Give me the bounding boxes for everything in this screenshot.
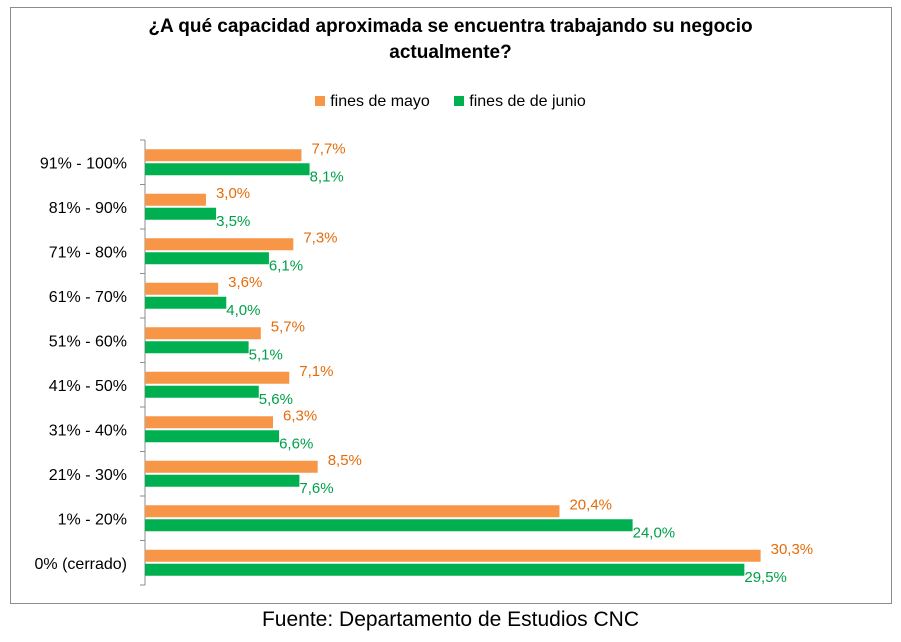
category-label: 81% - 90%: [49, 200, 127, 217]
data-label-mayo: 3,0%: [216, 185, 250, 202]
legend-swatch-mayo: [315, 96, 326, 106]
bar-junio: [145, 430, 280, 443]
category-label: 0% (cerrado): [35, 556, 127, 573]
data-label-junio: 6,6%: [279, 435, 313, 452]
bar-junio: [145, 519, 633, 532]
data-label-junio: 5,1%: [249, 346, 283, 363]
data-label-mayo: 7,7%: [311, 140, 345, 157]
category-label: 61% - 70%: [49, 289, 127, 306]
category-label: 21% - 30%: [49, 467, 127, 484]
bar-mayo: [145, 416, 273, 429]
bar-junio: [145, 252, 269, 265]
chart-title-line-2: actualmente?: [389, 42, 512, 63]
data-label-junio: 7,6%: [299, 480, 333, 497]
legend-item-mayo: fines de mayo: [315, 93, 430, 111]
data-label-junio: 5,6%: [259, 391, 293, 408]
chart-title: ¿A qué capacidad aproximada se encuentra…: [0, 14, 901, 66]
data-label-mayo: 8,5%: [328, 452, 362, 469]
bar-mayo: [145, 460, 318, 473]
bar-junio: [145, 474, 300, 487]
category-label: 1% - 20%: [58, 511, 127, 528]
data-label-junio: 4,0%: [226, 302, 260, 319]
bar-junio: [145, 207, 217, 220]
data-label-junio: 3,5%: [216, 213, 250, 230]
bar-junio: [145, 296, 227, 309]
legend-label-mayo: fines de mayo: [330, 93, 430, 110]
legend-swatch-junio: [454, 96, 465, 106]
bar-junio: [145, 341, 249, 354]
data-label-mayo: 6,3%: [283, 407, 317, 424]
data-label-junio: 6,1%: [269, 257, 303, 274]
data-label-mayo: 20,4%: [569, 496, 612, 513]
bar-mayo: [145, 505, 560, 518]
bar-mayo: [145, 282, 219, 295]
bar-chart-plot: 91% - 100% 7,7% 8,1% 81% - 90% 3,0% 3,5% 71% -…: [35, 139, 814, 586]
category-label: 91% - 100%: [40, 155, 127, 172]
legend-item-junio: fines de de junio: [454, 93, 586, 111]
data-label-mayo: 7,3%: [303, 229, 337, 246]
bar-junio: [145, 385, 259, 398]
source-note: Fuente: Departamento de Estudios CNC: [261, 608, 640, 631]
chart-title-line-1: ¿A qué capacidad aproximada se encuentra…: [148, 16, 753, 37]
legend: fines de mayo fines de de junio: [0, 93, 901, 111]
bar-mayo: [145, 238, 294, 251]
bar-mayo: [145, 371, 290, 384]
bar-junio: [145, 163, 310, 176]
data-label-mayo: 3,6%: [228, 274, 262, 291]
data-label-junio: 24,0%: [633, 524, 676, 541]
category-label: 41% - 50%: [49, 378, 127, 395]
data-label-mayo: 30,3%: [771, 541, 814, 558]
bar-mayo: [145, 549, 761, 562]
bar-junio: [145, 563, 745, 576]
category-label: 31% - 40%: [49, 422, 127, 439]
bar-mayo: [145, 193, 206, 206]
data-label-mayo: 5,7%: [271, 318, 305, 335]
legend-label-junio: fines de de junio: [469, 93, 586, 110]
bar-mayo: [145, 327, 261, 340]
data-label-mayo: 7,1%: [299, 363, 333, 380]
category-label: 51% - 60%: [49, 333, 127, 350]
data-label-junio: 8,1%: [310, 168, 344, 185]
data-label-junio: 29,5%: [744, 569, 787, 586]
category-label: 71% - 80%: [49, 244, 127, 261]
bar-mayo: [145, 149, 302, 162]
